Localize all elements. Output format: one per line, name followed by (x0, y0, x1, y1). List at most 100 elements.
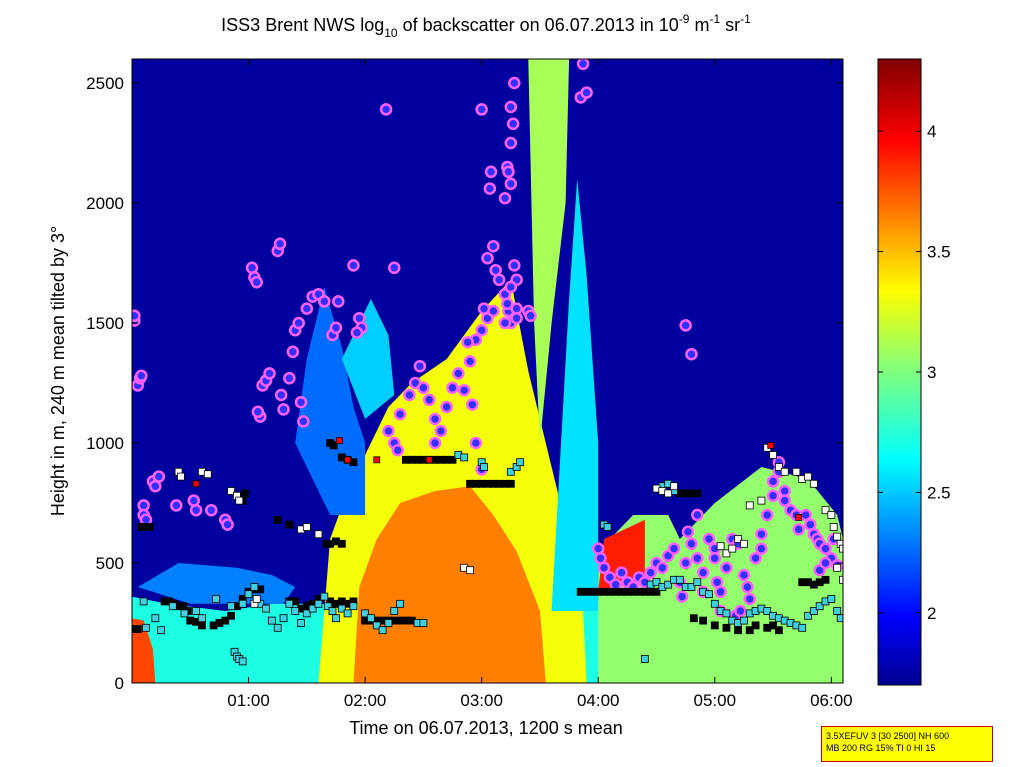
plot-frame (131, 58, 844, 684)
cyan-square-marker (652, 578, 661, 587)
colorbar-axis: 2 2.5 3 3.5 4 (878, 122, 951, 623)
circle-marker (428, 412, 442, 426)
circle-marker (696, 566, 710, 579)
circle-marker (504, 177, 518, 191)
circle-marker (656, 561, 669, 575)
colorbar-tick-label: 4 (927, 122, 936, 141)
cyan-square-marker (836, 614, 843, 623)
cyan-square-marker (763, 607, 772, 615)
black-square-marker (241, 489, 249, 498)
circle-marker (347, 259, 360, 272)
white-square-marker (769, 451, 777, 459)
circle-marker (679, 556, 692, 570)
circle-marker (615, 566, 628, 579)
red-square-marker (373, 456, 381, 464)
cyan-square-marker (693, 578, 702, 587)
red-square-marker (425, 456, 433, 464)
x-axis-label: Time on 06.07.2013, 1200 s mean (349, 718, 623, 738)
cyan-square-marker (168, 602, 177, 611)
cyan-square-marker (804, 611, 812, 620)
black-square-marker (693, 489, 702, 498)
white-square-marker (833, 563, 842, 572)
circle-marker (778, 494, 791, 507)
colorbar-tick-label: 3.5 (927, 243, 951, 262)
cyan-square-marker (157, 626, 166, 635)
circle-marker (463, 355, 477, 368)
circle-marker (819, 556, 832, 570)
white-square-marker (302, 523, 311, 531)
circle-marker (702, 532, 716, 546)
colorbar (877, 58, 922, 686)
circle-marker (487, 239, 500, 253)
cyan-square-marker (267, 616, 276, 625)
circle-marker (292, 316, 305, 330)
cyan-square-marker (664, 580, 673, 589)
red-square-marker (767, 441, 775, 449)
cyan-square-marker (332, 614, 340, 623)
circle-marker (734, 604, 747, 618)
circle-marker (681, 525, 695, 539)
circle-marker (274, 388, 288, 402)
cyan-square-marker (244, 590, 253, 599)
cyan-square-marker (349, 602, 358, 611)
circle-marker (297, 415, 310, 428)
y-tick-label: 2000 (86, 194, 124, 213)
black-square-marker (769, 621, 777, 630)
white-square-marker (809, 479, 818, 488)
circle-marker (283, 371, 296, 385)
x-tick-label: 01:00 (227, 691, 270, 710)
cyan-square-marker (323, 602, 332, 611)
circle-marker (440, 400, 453, 414)
white-square-marker (792, 467, 801, 476)
circle-marker (189, 503, 203, 517)
circle-marker (277, 403, 290, 416)
colorbar-tick-label: 2 (927, 604, 936, 623)
circle-marker (792, 523, 805, 536)
white-square-marker (314, 530, 323, 539)
circle-marker (819, 542, 832, 555)
circle-marker (504, 280, 518, 294)
cyan-square-marker (675, 575, 684, 584)
y-tick-label: 1000 (86, 434, 124, 453)
white-square-marker (833, 532, 842, 541)
cyan-square-marker (262, 604, 270, 613)
circle-marker (350, 326, 364, 339)
white-square-marker (227, 487, 235, 495)
circle-marker (475, 103, 488, 116)
white-square-marker (177, 472, 185, 481)
circle-marker (720, 561, 733, 575)
circle-marker (714, 585, 727, 599)
circle-marker (382, 424, 395, 438)
white-square-marker (780, 467, 789, 476)
white-square-marker (734, 535, 742, 543)
circle-marker (685, 537, 698, 551)
circle-marker (708, 551, 722, 565)
cyan-square-marker (419, 619, 428, 627)
circle-marker (477, 302, 491, 315)
region-mid-spike (551, 179, 599, 611)
cyan-square-marker (238, 657, 247, 666)
circle-marker (749, 551, 762, 565)
black-square-marker (821, 575, 830, 584)
y-tick-label: 2500 (86, 74, 124, 93)
x-tick-label: 05:00 (694, 691, 737, 710)
chart-title: ISS3 Brent NWS log10 of backscatter on 0… (221, 12, 751, 40)
white-square-marker (827, 511, 836, 519)
cyan-square-marker (603, 523, 612, 531)
circle-marker (766, 475, 780, 488)
circle-marker (766, 489, 780, 503)
cyan-square-marker (809, 607, 818, 615)
white-square-marker (664, 489, 673, 498)
cyan-square-marker (705, 590, 713, 599)
white-square-marker (829, 523, 838, 531)
cyan-square-marker (343, 609, 352, 618)
black-square-marker (448, 455, 457, 464)
cyan-square-marker (687, 583, 696, 591)
cyan-square-marker (139, 597, 148, 606)
white-square-marker (821, 506, 830, 515)
black-square-marker (652, 587, 661, 596)
red-square-marker (192, 480, 200, 488)
red-square-marker (336, 437, 343, 445)
x-tick-label: 02:00 (344, 691, 387, 710)
circle-marker (481, 251, 494, 265)
